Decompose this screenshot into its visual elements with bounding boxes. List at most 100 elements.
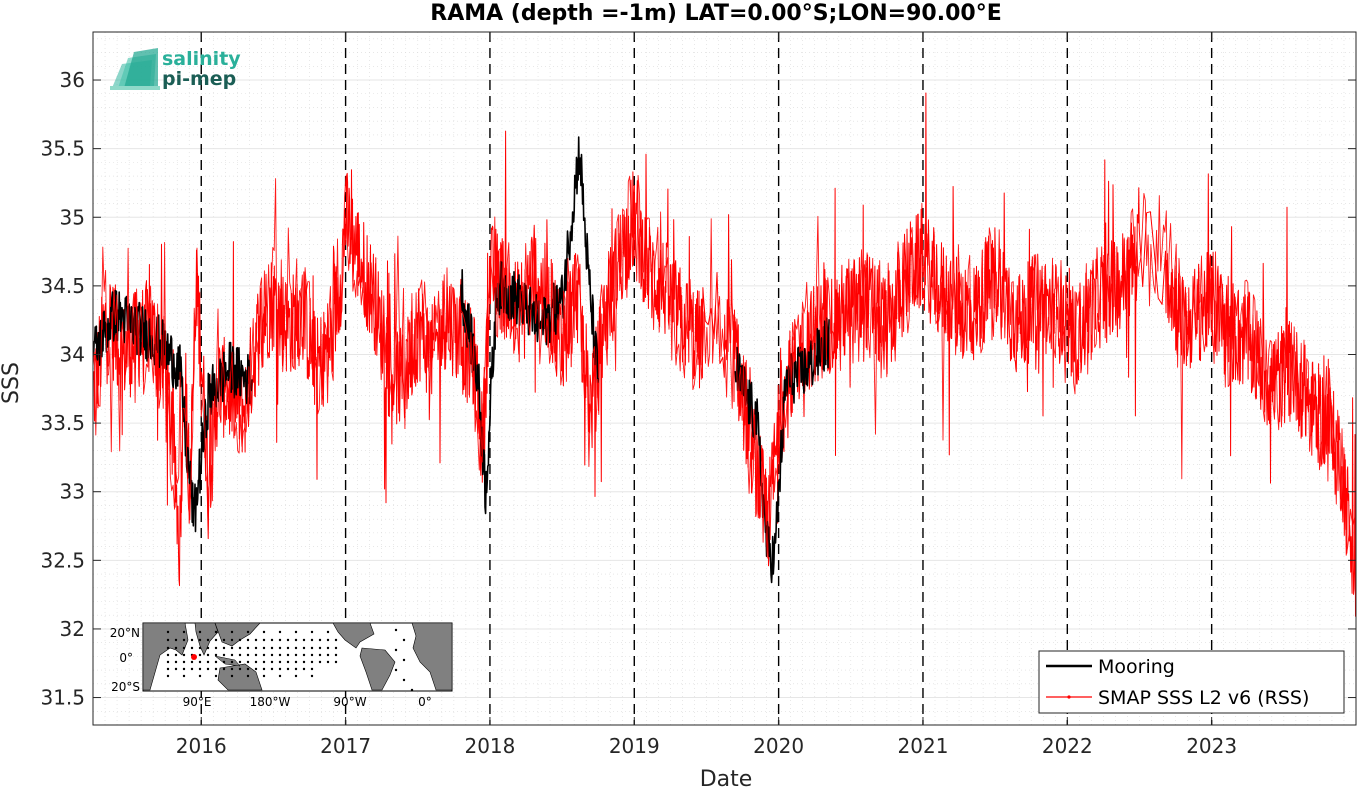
inset-map-mooring [174, 653, 178, 657]
inset-map-mooring [214, 653, 218, 657]
inset-map-mooring [262, 660, 266, 664]
inset-map-mooring [278, 638, 282, 642]
inset-map-mooring [262, 630, 266, 634]
inset-map-mooring [206, 667, 210, 671]
inset-map-mooring [318, 646, 322, 650]
inset-map-mooring [198, 653, 202, 657]
map-lat-label-1: 20°N [110, 626, 140, 640]
y-tick-label: 32.5 [40, 548, 85, 572]
inset-map-mooring [238, 646, 242, 650]
inset-map-mooring [310, 660, 314, 664]
inset-map-mooring [238, 667, 242, 671]
y-tick-label: 35.5 [40, 137, 85, 161]
map-lon-label-1: 90°E [183, 695, 212, 709]
x-tick-label: 2018 [464, 734, 515, 758]
inset-map-mooring [166, 667, 170, 671]
inset-map-mooring [230, 674, 234, 678]
inset-map-mooring [410, 688, 414, 692]
inset-map-mooring [190, 660, 194, 664]
inset-map-mooring [334, 638, 338, 642]
inset-map-mooring [326, 630, 330, 634]
inset-map-mooring [198, 674, 202, 678]
x-tick-label: 2016 [176, 734, 227, 758]
inset-map-mooring [190, 638, 194, 642]
inset-map-mooring [182, 660, 186, 664]
y-axis-label: SSS [0, 362, 24, 404]
inset-map-mooring [214, 646, 218, 650]
inset-map-mooring [294, 630, 298, 634]
plot-frame [92, 31, 1357, 726]
inset-map-mooring [254, 660, 258, 664]
inset-map-mooring [326, 660, 330, 664]
inset-map-mooring [326, 646, 330, 650]
inset-map-mooring [394, 668, 398, 672]
inset-map-mooring [278, 630, 282, 634]
inset-map-mooring [222, 646, 226, 650]
inset-map-mooring [222, 638, 226, 642]
inset-map-mooring [230, 667, 234, 671]
inset-map-mooring [286, 646, 290, 650]
inset-map-mooring [286, 660, 290, 664]
inset-map-mooring [166, 674, 170, 678]
inset-map-mooring [270, 667, 274, 671]
inset-map-mooring [254, 646, 258, 650]
map-lon-label-2: 180°W [250, 695, 291, 709]
inset-map-mooring [166, 646, 170, 650]
map-lat-label-3: 20°S [111, 680, 140, 694]
inset-map-land [142, 622, 453, 691]
inset-map-mooring [294, 638, 298, 642]
grid-major [93, 79, 1356, 699]
inset-map-mooring [182, 674, 186, 678]
inset-map-mooring [310, 630, 314, 634]
inset-map-mooring [402, 638, 406, 642]
inset-map-selected-location [191, 654, 197, 660]
inset-map-mooring [246, 653, 250, 657]
inset-map-mooring [182, 638, 186, 642]
inset-map-mooring [262, 667, 266, 671]
inset-map-mooring [302, 646, 306, 650]
y-tick-label: 34 [60, 342, 85, 366]
inset-map-mooring [286, 667, 290, 671]
x-tick-label: 2017 [320, 734, 371, 758]
logo-line1: salinity [162, 48, 241, 70]
x-tick-label: 2019 [609, 734, 660, 758]
inset-map-mooring [190, 667, 194, 671]
inset-map-mooring [254, 667, 258, 671]
y-tick-label: 36 [60, 68, 85, 92]
y-tick-label: 32 [60, 617, 85, 641]
inset-map-mooring [302, 660, 306, 664]
map-lon-label-4: 0° [418, 695, 432, 709]
inset-map-mooring [230, 646, 234, 650]
inset-map-mooring [230, 653, 234, 657]
inset-map-mooring [230, 638, 234, 642]
x-tick-label: 2022 [1042, 734, 1093, 758]
inset-map-mooring [166, 638, 170, 642]
inset-map-mooring [334, 653, 338, 657]
inset-map-mooring [326, 638, 330, 642]
inset-map-mooring [182, 667, 186, 671]
y-tick-label: 33 [60, 480, 85, 504]
inset-map-mooring [198, 638, 202, 642]
series-layer [92, 92, 1357, 617]
inset-map-mooring [294, 674, 298, 678]
inset-map-mooring [310, 674, 314, 678]
inset-map-mooring [294, 646, 298, 650]
inset-map-mooring [294, 667, 298, 671]
inset-map-mooring [166, 660, 170, 664]
inset-map-frame [142, 622, 453, 692]
inset-map-mooring [246, 638, 250, 642]
inset-map-mooring [334, 646, 338, 650]
x-tick-label: 2021 [898, 734, 949, 758]
inset-map-mooring [238, 653, 242, 657]
inset-map-mooring [198, 646, 202, 650]
inset-map-mooring [174, 646, 178, 650]
inset-map-mooring [262, 674, 266, 678]
series-smap-line [92, 92, 1357, 617]
inset-map-mooring [302, 638, 306, 642]
inset-map-mooring [254, 653, 258, 657]
x-tick-label: 2020 [753, 734, 804, 758]
inset-map-mooring [182, 653, 186, 657]
logo-line2: pi-mep [162, 68, 236, 90]
inset-map-mooring [286, 653, 290, 657]
